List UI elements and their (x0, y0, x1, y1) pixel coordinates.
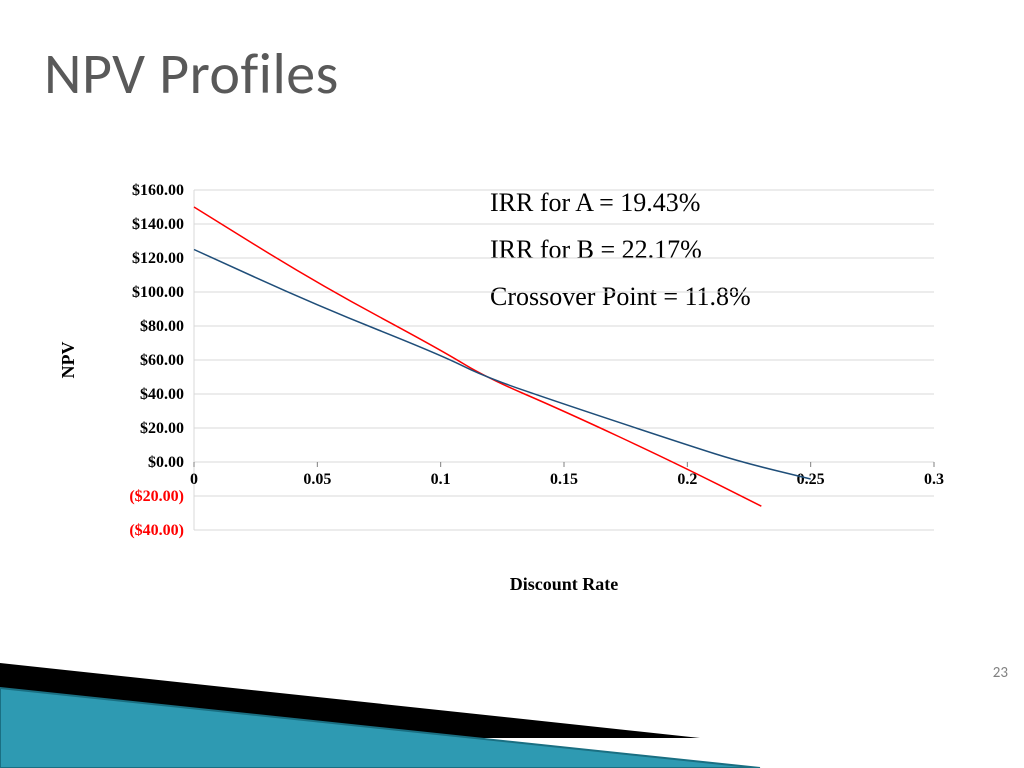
svg-text:$60.00: $60.00 (140, 352, 184, 369)
svg-text:$100.00: $100.00 (132, 284, 184, 301)
svg-text:$140.00: $140.00 (132, 216, 184, 233)
decoration-black-wedge (0, 663, 700, 738)
svg-text:0.05: 0.05 (303, 471, 331, 488)
slide-title: NPV Profiles (44, 38, 339, 109)
svg-text:$160.00: $160.00 (132, 182, 184, 199)
svg-text:0.2: 0.2 (677, 471, 697, 488)
npv-chart: ($40.00) ($20.00) $0.00 $20.00 $40.00 $60.00 $… (44, 180, 964, 600)
svg-text:$0.00: $0.00 (148, 454, 184, 471)
svg-text:0.25: 0.25 (797, 471, 825, 488)
svg-text:$120.00: $120.00 (132, 250, 184, 267)
svg-text:0: 0 (190, 471, 198, 488)
svg-text:0.15: 0.15 (550, 471, 578, 488)
svg-text:($40.00): ($40.00) (129, 522, 184, 539)
svg-text:0.1: 0.1 (431, 471, 451, 488)
svg-text:0.3: 0.3 (924, 471, 944, 488)
svg-text:Discount Rate: Discount Rate (510, 574, 619, 594)
svg-text:NPV: NPV (58, 342, 78, 379)
slide: NPV Profiles IRR for A = 19.43% IRR for … (0, 0, 1024, 768)
svg-text:$40.00: $40.00 (140, 386, 184, 403)
page-number: 23 (993, 664, 1008, 682)
svg-text:$20.00: $20.00 (140, 420, 184, 437)
svg-text:($20.00): ($20.00) (129, 488, 184, 505)
decoration-teal-wedge (0, 688, 760, 768)
svg-text:$80.00: $80.00 (140, 318, 184, 335)
slide-decoration (0, 608, 1024, 768)
chart-svg: ($40.00) ($20.00) $0.00 $20.00 $40.00 $60.00 $… (44, 180, 964, 600)
